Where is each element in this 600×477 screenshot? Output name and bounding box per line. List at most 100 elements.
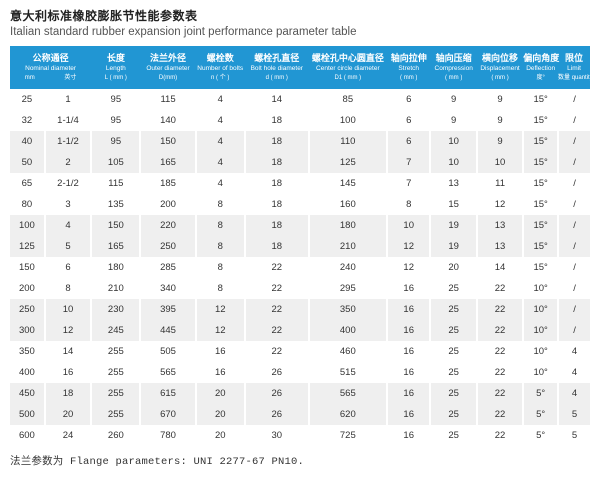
cell: 6 [43, 257, 92, 278]
cell: 12 [385, 257, 431, 278]
cell: 300 [10, 320, 45, 341]
cell: 22 [475, 404, 524, 425]
cell: 100 [10, 215, 45, 236]
column-unit: D1 ( mm ) [334, 75, 362, 81]
cell: 10° [522, 278, 559, 299]
cell: 515 [307, 362, 387, 383]
table-row: 80 3 135 200 8 18 160 8 15 12 15° / [10, 194, 590, 215]
cell: 395 [139, 299, 196, 320]
column-header-number-of-bolts: 螺栓数 Number of bolts n ( 个 ) [195, 46, 245, 89]
cell: 165 [139, 152, 196, 173]
table-row: 400 16 255 565 16 26 515 16 25 22 10° 4 [10, 362, 590, 383]
column-header-center-circle-diameter: 螺栓孔中心圆直径 Center circle diameter D1 ( mm ) [308, 46, 387, 89]
cell: 255 [90, 341, 141, 362]
column-header-compression: 轴向压缩 Compression ( mm ) [430, 46, 477, 89]
cell: 5° [522, 404, 559, 425]
cell: 255 [90, 383, 141, 404]
cell: 615 [139, 383, 196, 404]
cell: 6 [385, 110, 431, 131]
cell: 15° [522, 257, 559, 278]
cell: 11 [475, 173, 524, 194]
cell: 200 [18, 283, 35, 294]
cell: 220 [139, 215, 196, 236]
column-title-zh: 螺栓数 [206, 53, 234, 63]
cell: 16 [194, 341, 245, 362]
cell: 115 [90, 173, 141, 194]
cell: 25 [429, 383, 477, 404]
table-row: 350 14 255 505 16 22 460 16 25 22 10° 4 [10, 341, 590, 362]
table-row: 600 24 260 780 20 30 725 16 25 22 5° 5 [10, 425, 590, 446]
cell: 80 [21, 199, 33, 210]
column-title-zh: 偏向角度 [523, 53, 560, 63]
cell: 4 [43, 215, 92, 236]
cell: 9 [475, 89, 524, 110]
cell: 65 [21, 178, 33, 189]
cell: 445 [139, 320, 196, 341]
cell: 16 [43, 362, 92, 383]
cell: 15° [522, 236, 559, 257]
cell: 780 [139, 425, 196, 446]
table-row: 32 1-1/4 95 140 4 18 100 6 9 9 15° / [10, 110, 590, 131]
cell: 10 [475, 152, 524, 173]
cell: 460 [307, 341, 387, 362]
cell: 1-1/2 [43, 131, 92, 152]
cell: 210 [307, 236, 387, 257]
cell: 22 [475, 299, 524, 320]
cell: 4 [194, 110, 245, 131]
cell: 16 [385, 320, 431, 341]
cell: 32 [21, 115, 33, 126]
cell: / [557, 299, 590, 320]
cell: 150 [90, 215, 141, 236]
cell: 8 [194, 236, 245, 257]
cell: 3 [43, 194, 92, 215]
cell: 18 [243, 152, 309, 173]
column-unit: 度° [536, 75, 545, 81]
cell: 95 [90, 89, 141, 110]
cell: 180 [90, 257, 141, 278]
cell: 15° [522, 131, 559, 152]
cell: 22 [475, 362, 524, 383]
cell: 350 [18, 346, 35, 357]
cell: 19 [429, 236, 477, 257]
cell: 5 [557, 425, 590, 446]
column-title-en: Length [105, 65, 126, 72]
cell: 2 [43, 152, 92, 173]
cell: 24 [43, 425, 92, 446]
cell: / [557, 152, 590, 173]
column-title-en: Limit [567, 65, 581, 72]
column-title-zh: 轴向拉伸 [390, 53, 427, 63]
cell: 16 [385, 404, 431, 425]
column-header-limit: 限位 Limit 数量 quantity [558, 46, 593, 89]
cell: 5° [522, 383, 559, 404]
cell: 12 [385, 236, 431, 257]
cell: 295 [307, 278, 387, 299]
column-title-zh: 轴向压缩 [435, 53, 472, 63]
cell: 20 [429, 257, 477, 278]
cell: 22 [475, 341, 524, 362]
column-unit: mm 英寸 [24, 75, 77, 81]
column-title-en: Center circle diameter [316, 65, 380, 72]
cell: 18 [43, 383, 92, 404]
page-title-en: Italian standard rubber expansion joint … [10, 26, 357, 38]
cell: 10° [522, 341, 559, 362]
column-unit: d ( mm ) [265, 75, 288, 81]
cell: / [557, 89, 590, 110]
column-title-en: Number of bolts [197, 65, 244, 72]
column-unit: D(mm) [158, 75, 178, 81]
cell: 10 [429, 131, 477, 152]
cell: 5° [522, 425, 559, 446]
column-unit: ( mm ) [491, 75, 509, 81]
cell: 18 [243, 215, 309, 236]
header-row: 公称通径 Nominal diameter mm 英寸 长度 Length L ( mm )… [10, 46, 593, 89]
table-body: 25 1 95 115 4 14 85 6 9 9 15°/32 1-1/4 95 140 4 18 100 6 9… [10, 89, 590, 446]
cell: 185 [139, 173, 196, 194]
cell: 15 [429, 194, 477, 215]
column-title-zh: 横向位移 [482, 53, 519, 63]
cell: 6 [385, 89, 431, 110]
cell: 8 [194, 278, 245, 299]
cell: / [557, 194, 590, 215]
cell: 10 [43, 299, 92, 320]
cell: 350 [307, 299, 387, 320]
cell: 15° [522, 194, 559, 215]
cell: 230 [90, 299, 141, 320]
